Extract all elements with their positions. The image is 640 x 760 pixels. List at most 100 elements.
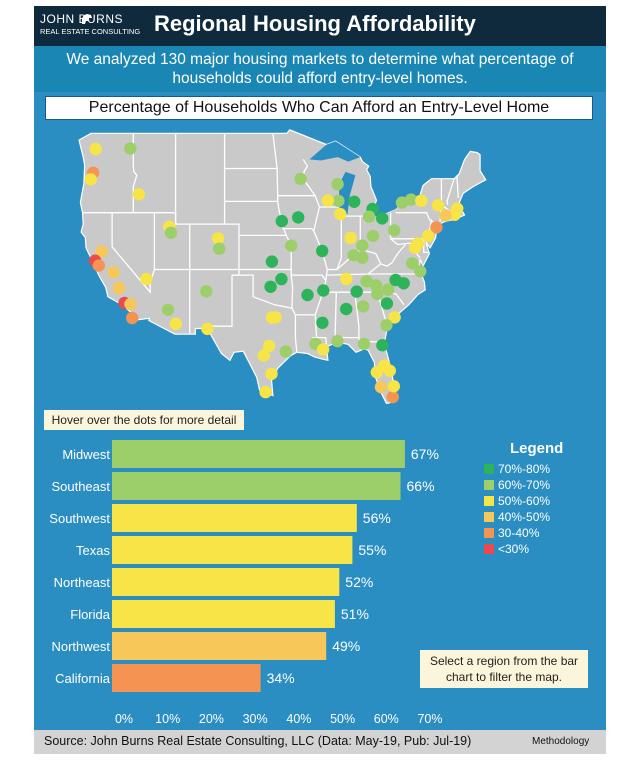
value-label: 56% xyxy=(363,510,391,526)
market-marker[interactable] xyxy=(317,284,330,297)
market-marker[interactable] xyxy=(262,339,276,353)
market-marker[interactable] xyxy=(340,272,353,286)
market-marker[interactable] xyxy=(140,272,153,286)
market-marker[interactable] xyxy=(164,226,178,239)
market-marker[interactable] xyxy=(344,231,357,245)
market-marker[interactable] xyxy=(321,194,335,207)
market-marker[interactable] xyxy=(380,319,393,332)
x-tick-label: 40% xyxy=(286,712,311,726)
state-border xyxy=(132,133,138,213)
market-marker[interactable] xyxy=(161,303,175,316)
bar-midwest[interactable] xyxy=(112,440,405,468)
market-marker[interactable] xyxy=(376,212,389,225)
market-marker[interactable] xyxy=(132,188,146,201)
market-markers[interactable] xyxy=(84,142,464,404)
market-marker[interactable] xyxy=(316,316,329,329)
legend-item-70-80: 70%-80% xyxy=(484,462,550,476)
market-marker[interactable] xyxy=(380,297,394,310)
market-marker[interactable] xyxy=(360,275,373,288)
market-marker[interactable] xyxy=(126,311,139,325)
market-marker[interactable] xyxy=(371,287,384,301)
subtitle-text: We analyzed 130 major housing markets to… xyxy=(66,51,574,87)
market-marker[interactable] xyxy=(382,283,395,296)
market-marker[interactable] xyxy=(334,207,347,221)
market-marker[interactable] xyxy=(383,364,396,377)
market-marker[interactable] xyxy=(265,255,279,268)
bar-california[interactable] xyxy=(112,664,261,692)
filter-instruction: Select a region from the bar chart to fi… xyxy=(420,650,588,688)
market-marker[interactable] xyxy=(264,280,277,293)
market-marker[interactable] xyxy=(357,300,370,313)
market-marker[interactable] xyxy=(386,390,399,404)
subtitle-band: We analyzed 130 major housing markets to… xyxy=(34,46,606,92)
market-marker[interactable] xyxy=(265,311,279,324)
market-marker[interactable] xyxy=(388,224,401,237)
market-marker[interactable] xyxy=(84,173,97,186)
methodology-link[interactable]: Methodology xyxy=(532,736,590,747)
market-marker[interactable] xyxy=(124,142,137,155)
state-border xyxy=(111,212,151,293)
market-marker[interactable] xyxy=(408,241,422,254)
market-marker[interactable] xyxy=(107,266,120,279)
market-marker[interactable] xyxy=(331,178,344,191)
market-marker[interactable] xyxy=(285,239,298,252)
market-marker[interactable] xyxy=(316,244,329,258)
market-marker[interactable] xyxy=(366,229,380,243)
market-marker[interactable] xyxy=(362,210,376,223)
legend-item-40-50: 40%-50% xyxy=(484,510,550,524)
market-marker[interactable] xyxy=(439,209,452,222)
market-marker[interactable] xyxy=(404,193,418,206)
market-marker[interactable] xyxy=(430,221,443,234)
market-marker[interactable] xyxy=(376,339,389,352)
market-marker[interactable] xyxy=(213,242,226,255)
market-marker[interactable] xyxy=(414,265,427,278)
market-marker[interactable] xyxy=(265,367,278,381)
market-marker[interactable] xyxy=(301,288,314,302)
bar-northwest[interactable] xyxy=(112,632,327,660)
bar-northeast[interactable] xyxy=(112,568,340,596)
market-marker[interactable] xyxy=(201,322,214,336)
x-tick-label: 60% xyxy=(374,712,399,726)
market-marker[interactable] xyxy=(357,337,371,351)
market-marker[interactable] xyxy=(259,385,272,399)
market-marker[interactable] xyxy=(275,272,288,286)
market-marker[interactable] xyxy=(89,142,102,156)
market-marker[interactable] xyxy=(389,273,402,287)
market-marker[interactable] xyxy=(275,214,288,228)
market-marker[interactable] xyxy=(112,281,126,295)
market-marker[interactable] xyxy=(356,251,369,264)
category-label: Florida xyxy=(70,607,111,622)
market-marker[interactable] xyxy=(415,194,428,207)
market-marker[interactable] xyxy=(292,211,305,224)
market-marker[interactable] xyxy=(350,285,363,298)
market-marker[interactable] xyxy=(200,285,213,298)
market-marker[interactable] xyxy=(448,208,461,221)
market-marker[interactable] xyxy=(92,259,105,272)
market-marker[interactable] xyxy=(332,194,345,208)
market-marker[interactable] xyxy=(316,343,330,356)
market-marker[interactable] xyxy=(340,302,353,316)
bar-florida[interactable] xyxy=(112,600,335,628)
market-marker[interactable] xyxy=(294,172,307,186)
market-marker[interactable] xyxy=(374,380,388,394)
market-marker[interactable] xyxy=(211,232,225,245)
market-marker[interactable] xyxy=(387,380,400,393)
bar-texas[interactable] xyxy=(112,536,353,564)
market-marker[interactable] xyxy=(348,195,361,208)
legend-swatch xyxy=(484,544,494,554)
market-marker[interactable] xyxy=(169,317,182,330)
market-marker[interactable] xyxy=(257,349,270,362)
market-marker[interactable] xyxy=(356,239,369,252)
market-marker[interactable] xyxy=(431,199,445,212)
market-marker[interactable] xyxy=(388,311,401,324)
market-marker[interactable] xyxy=(370,366,383,379)
market-marker[interactable] xyxy=(95,245,108,258)
bar-southeast[interactable] xyxy=(112,472,401,500)
market-marker[interactable] xyxy=(331,334,344,348)
market-marker[interactable] xyxy=(406,257,419,270)
market-marker[interactable] xyxy=(422,229,435,243)
header-bar: JOHN BURNS REAL ESTATE CONSULTING Region… xyxy=(34,6,606,46)
market-marker[interactable] xyxy=(279,345,292,358)
bar-southwest[interactable] xyxy=(112,504,357,532)
market-marker[interactable] xyxy=(124,297,137,311)
